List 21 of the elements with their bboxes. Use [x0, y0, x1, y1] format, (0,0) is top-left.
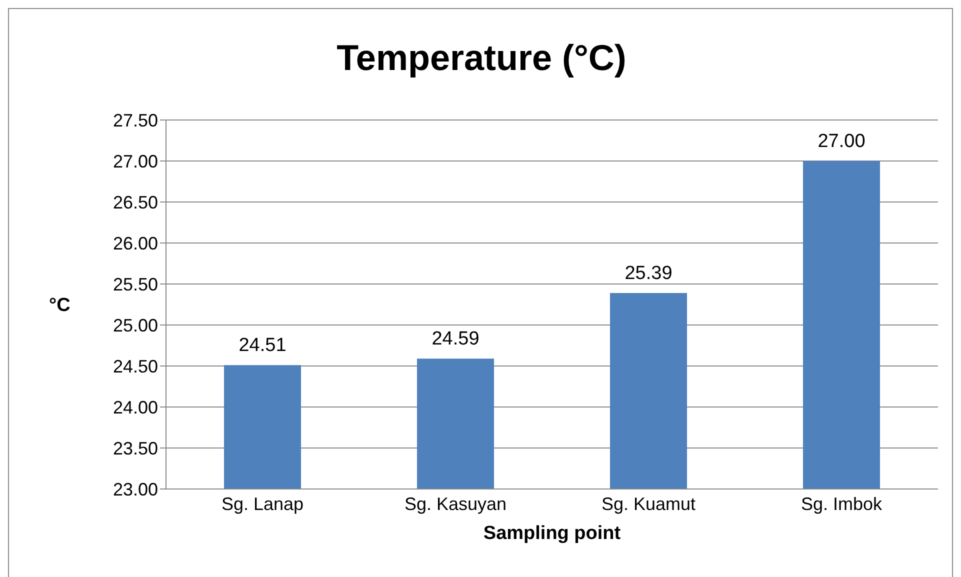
data-label: 24.59 — [432, 328, 480, 350]
y-tick-label: 23.00 — [112, 479, 158, 500]
chart-title: Temperature (°C) — [336, 37, 628, 79]
y-tick-label: 26.50 — [112, 192, 158, 212]
data-label: 27.00 — [818, 131, 866, 152]
y-tick-label: 26.00 — [112, 233, 158, 254]
x-tick-label: Sg. Lanap — [221, 494, 304, 514]
y-tick-label: 23.50 — [112, 438, 158, 458]
x-tick-label: Sg. Kasuyan — [404, 494, 507, 514]
x-tick-label: Sg. Kuamut — [601, 494, 696, 514]
data-label: 24.51 — [238, 335, 286, 356]
y-tick-label: 27.00 — [112, 151, 158, 172]
y-tick-label: 27.50 — [112, 110, 158, 130]
y-axis-title: °C — [49, 295, 71, 316]
data-label: 25.39 — [624, 263, 672, 284]
y-tick-label: 25.50 — [112, 274, 158, 294]
x-tick-label: Sg. Imbok — [800, 494, 884, 514]
x-axis-title: Sampling point — [483, 523, 622, 544]
y-tick-label: 25.00 — [112, 315, 158, 336]
y-tick-label: 24.00 — [112, 397, 158, 418]
y-tick-label: 24.50 — [112, 356, 158, 376]
